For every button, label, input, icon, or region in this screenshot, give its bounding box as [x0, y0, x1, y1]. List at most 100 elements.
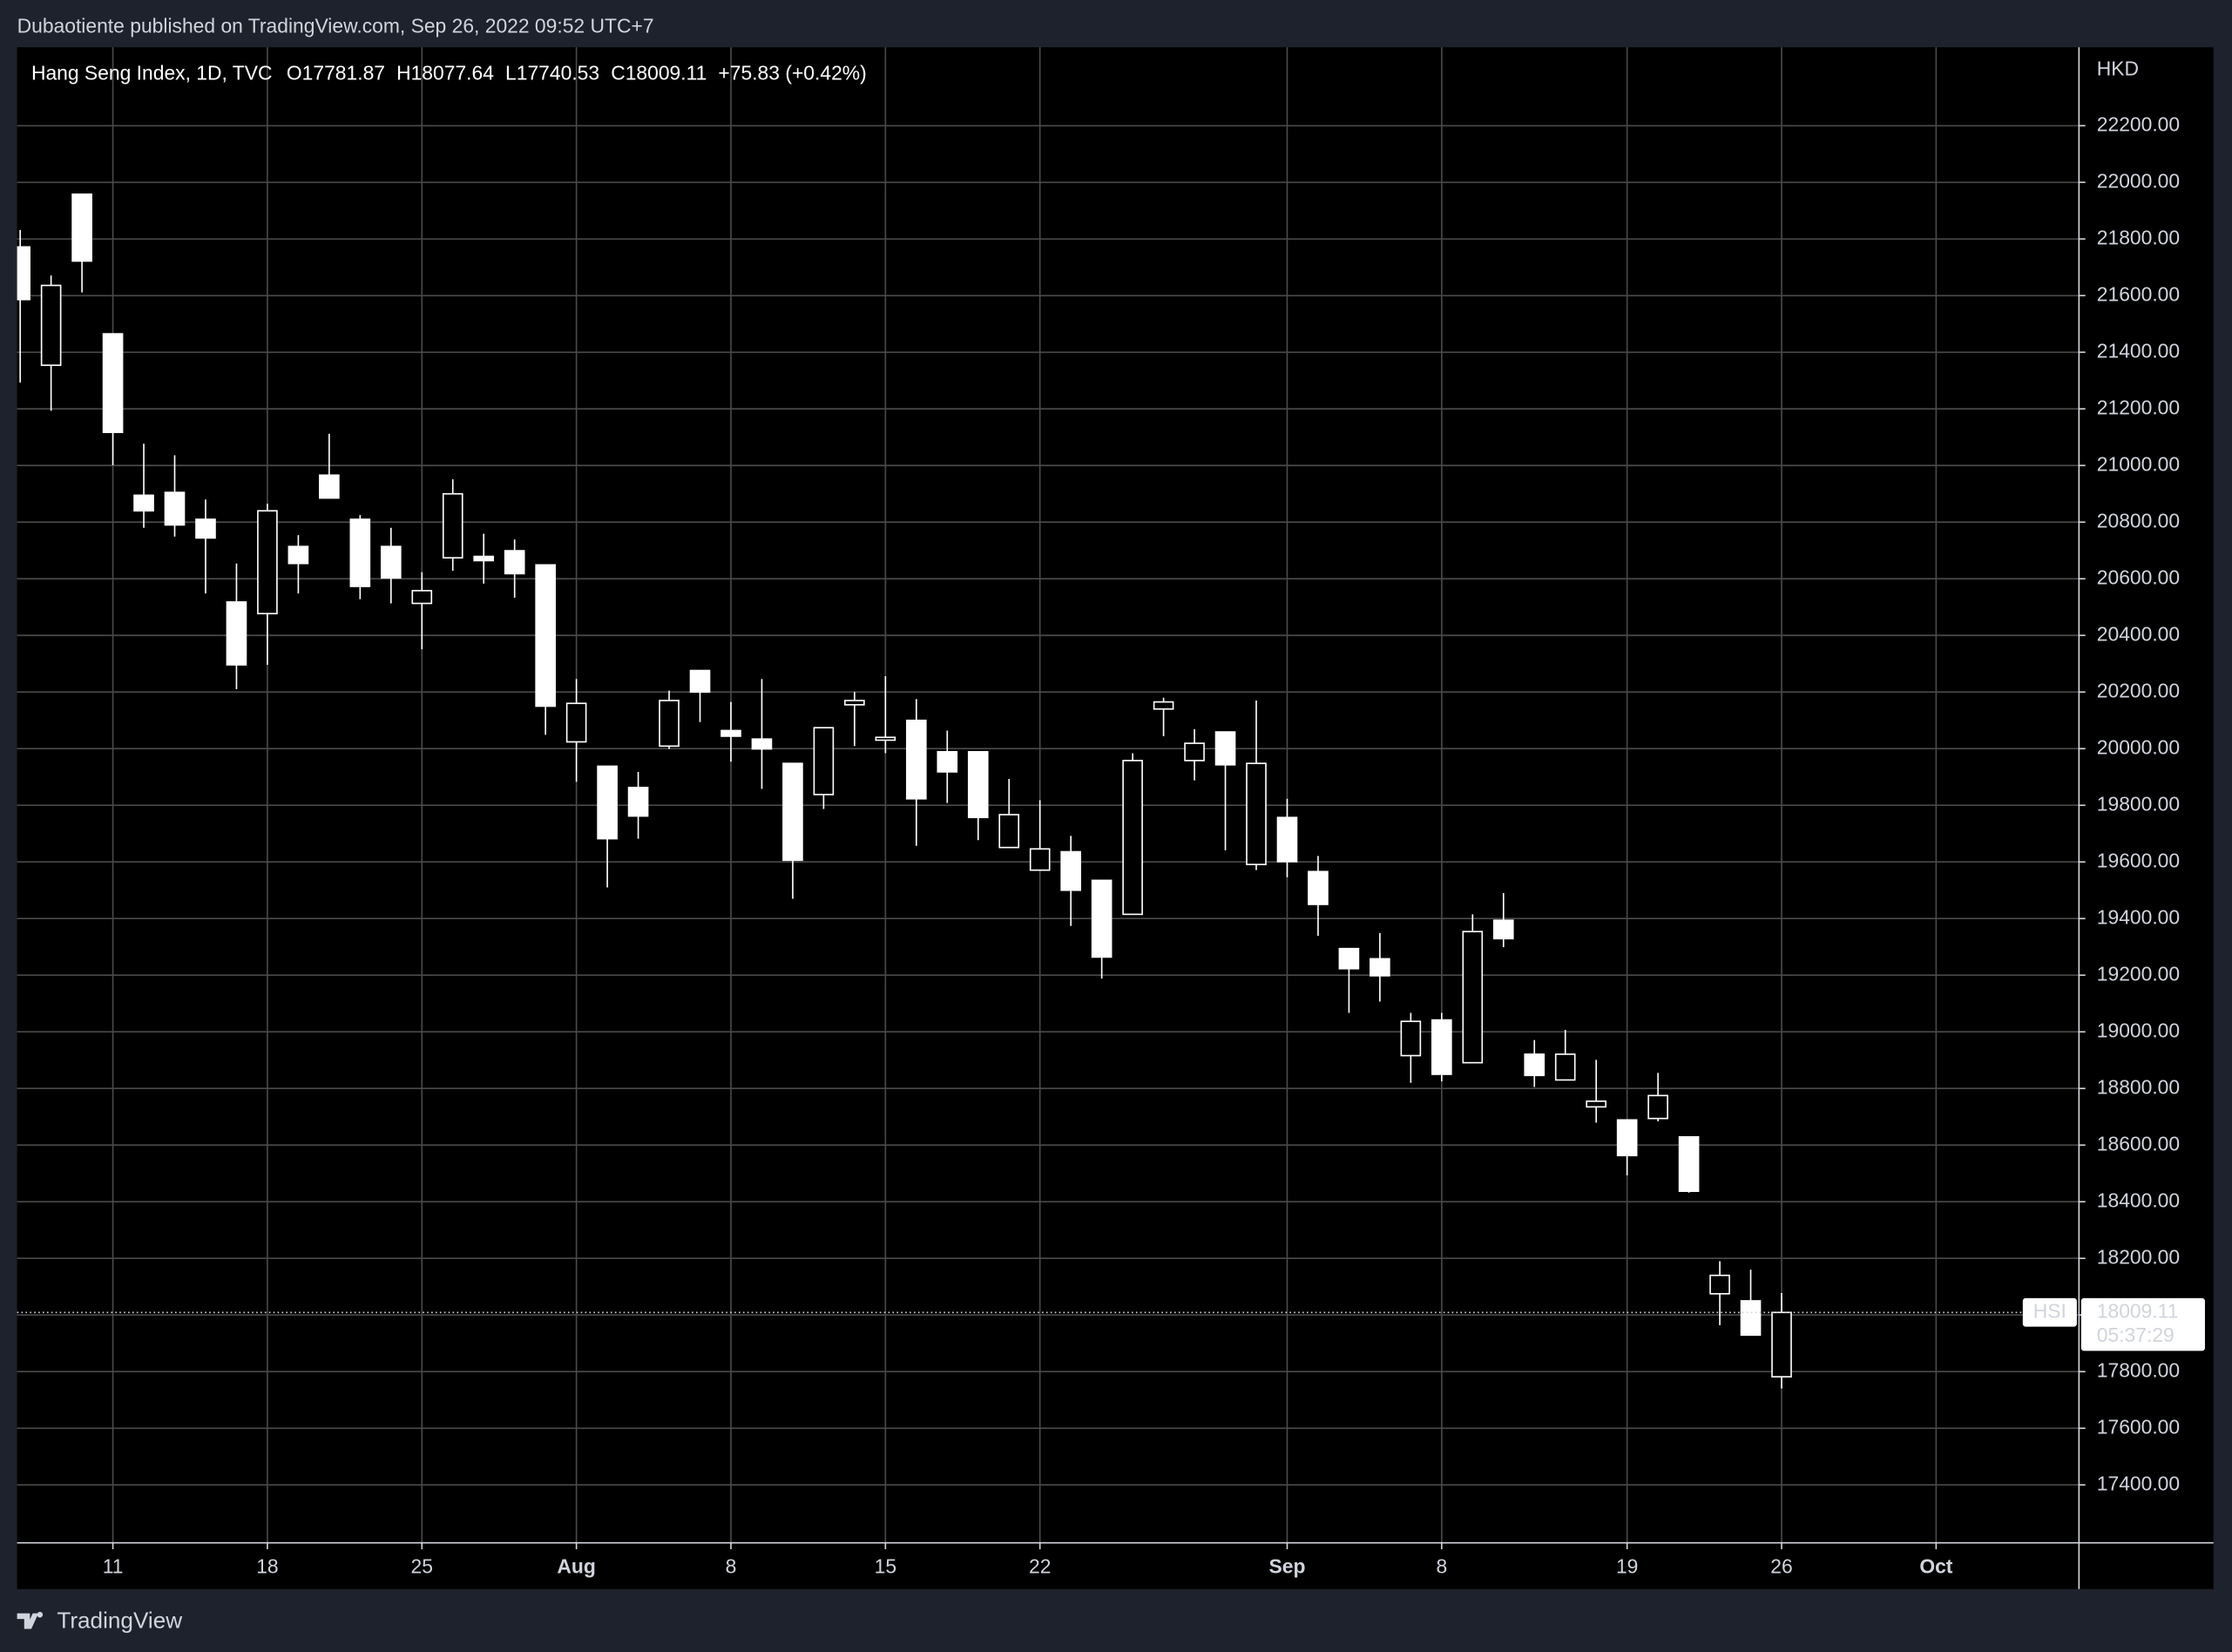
- candle-body: [875, 736, 896, 741]
- candle-body: [751, 738, 773, 750]
- candle-body: [380, 545, 402, 579]
- candle-body: [349, 518, 371, 587]
- legend-close: 18009.11: [626, 61, 707, 84]
- candle-body: [906, 719, 927, 800]
- y-tick-label: 21000.00: [2097, 452, 2180, 475]
- candle-body: [720, 729, 741, 737]
- price-label: 18009.11: [2097, 1299, 2179, 1322]
- legend-o: O: [287, 61, 302, 84]
- x-tick-label: Aug: [557, 1554, 595, 1577]
- candle-body: [1709, 1274, 1730, 1295]
- y-tick-label: 17800.00: [2097, 1358, 2180, 1381]
- price-label-box: [2080, 1297, 2205, 1351]
- y-tick-label: 21400.00: [2097, 339, 2180, 362]
- y-tick-label: 18200.00: [2097, 1245, 2180, 1268]
- series-label-box: [2022, 1297, 2077, 1327]
- candle-body: [1678, 1135, 1700, 1193]
- candle-body: [597, 765, 618, 840]
- candle-body: [937, 751, 958, 773]
- x-tick-label: 8: [726, 1554, 737, 1577]
- candle-body: [1462, 931, 1484, 1064]
- x-tick-label: 22: [1029, 1554, 1051, 1577]
- x-tick-label: 25: [411, 1554, 433, 1577]
- x-tick-label: 8: [1436, 1554, 1447, 1577]
- y-tick-label: 18600.00: [2097, 1132, 2180, 1154]
- candle-body: [133, 494, 154, 512]
- candle-body: [411, 590, 433, 605]
- candle-body: [1246, 762, 1267, 865]
- legend-l: L: [505, 61, 517, 84]
- y-tick-label: 17400.00: [2097, 1472, 2180, 1494]
- y-tick-label: 19200.00: [2097, 962, 2180, 985]
- candle-body: [967, 751, 989, 819]
- candle-body: [1492, 919, 1514, 940]
- y-tick-label: 20400.00: [2097, 622, 2180, 645]
- x-tick-label: 15: [875, 1554, 896, 1577]
- y-tick-label: 22000.00: [2097, 169, 2180, 192]
- legend: Hang Seng Index, 1D, TVC O17781.87 H18077.…: [31, 61, 867, 84]
- candle-body: [1524, 1053, 1545, 1077]
- grid: [17, 47, 2079, 1542]
- y-tick-label: 21600.00: [2097, 282, 2180, 305]
- y-tick-label: 20200.00: [2097, 679, 2180, 701]
- legend-change: +75.83 (+0.42%): [718, 61, 866, 84]
- candle-body: [71, 193, 92, 262]
- candle-body: [689, 669, 711, 694]
- candle-body: [442, 492, 463, 559]
- y-tick-label: 20600.00: [2097, 565, 2180, 588]
- y-tick-label: 20800.00: [2097, 509, 2180, 531]
- candle-body: [1338, 947, 1360, 970]
- candle-body: [195, 518, 216, 539]
- candle-body: [813, 727, 835, 796]
- candle-body: [844, 700, 865, 706]
- candle-body: [17, 246, 30, 301]
- candles: [17, 193, 1792, 1389]
- y-tick-label: 22200.00: [2097, 112, 2180, 135]
- candle-body: [565, 702, 587, 743]
- legend-high: 18077.64: [411, 61, 495, 84]
- y-tick-label: 18400.00: [2097, 1188, 2180, 1211]
- candle-body: [1060, 850, 1081, 891]
- candle-body: [287, 545, 309, 565]
- x-tick-label: 11: [103, 1554, 124, 1577]
- y-tick-label: 19000.00: [2097, 1019, 2180, 1041]
- legend-low: 17740.53: [517, 61, 599, 84]
- countdown: 05:37:29: [2097, 1324, 2175, 1346]
- y-tick-label: 20000.00: [2097, 735, 2180, 758]
- series-label: HSI: [2033, 1299, 2066, 1322]
- candle-body: [1184, 742, 1205, 762]
- candle-body: [102, 333, 124, 434]
- candle-body: [164, 491, 186, 526]
- candle-body: [1370, 958, 1390, 977]
- candle-body: [659, 700, 680, 748]
- x-tick-label: Sep: [1269, 1554, 1306, 1577]
- y-tick-label: 19600.00: [2097, 849, 2180, 871]
- axes: 17400.0017600.0017800.0018000.0018200.00…: [17, 112, 2205, 1577]
- y-tick-label: 19800.00: [2097, 792, 2180, 815]
- candle-body: [319, 474, 340, 499]
- candle-body: [1431, 1019, 1452, 1075]
- y-tick-label: 17600.00: [2097, 1415, 2180, 1438]
- legend-open: 17781.87: [302, 61, 385, 84]
- candle-body: [40, 284, 62, 367]
- candle-body: [1029, 848, 1051, 871]
- candle-body: [1308, 870, 1329, 905]
- x-tick-label: Oct: [1919, 1554, 1952, 1577]
- legend-h: H: [396, 61, 411, 84]
- y-tick-label: 21800.00: [2097, 226, 2180, 248]
- candle-body: [1740, 1300, 1762, 1337]
- candle-body: [226, 601, 247, 666]
- candle-body: [473, 555, 495, 562]
- currency: HKD: [2097, 57, 2139, 79]
- x-tick-label: 18: [256, 1554, 278, 1577]
- published-note: Dubaotiente published on TradingView.com…: [17, 14, 654, 37]
- candle-body: [535, 564, 556, 708]
- candle-body: [1122, 760, 1143, 916]
- y-tick-label: 19400.00: [2097, 905, 2180, 928]
- candle-body: [504, 550, 525, 575]
- candle-body: [1214, 731, 1236, 766]
- brand: TradingView: [57, 1607, 182, 1633]
- candle-body: [1771, 1311, 1792, 1378]
